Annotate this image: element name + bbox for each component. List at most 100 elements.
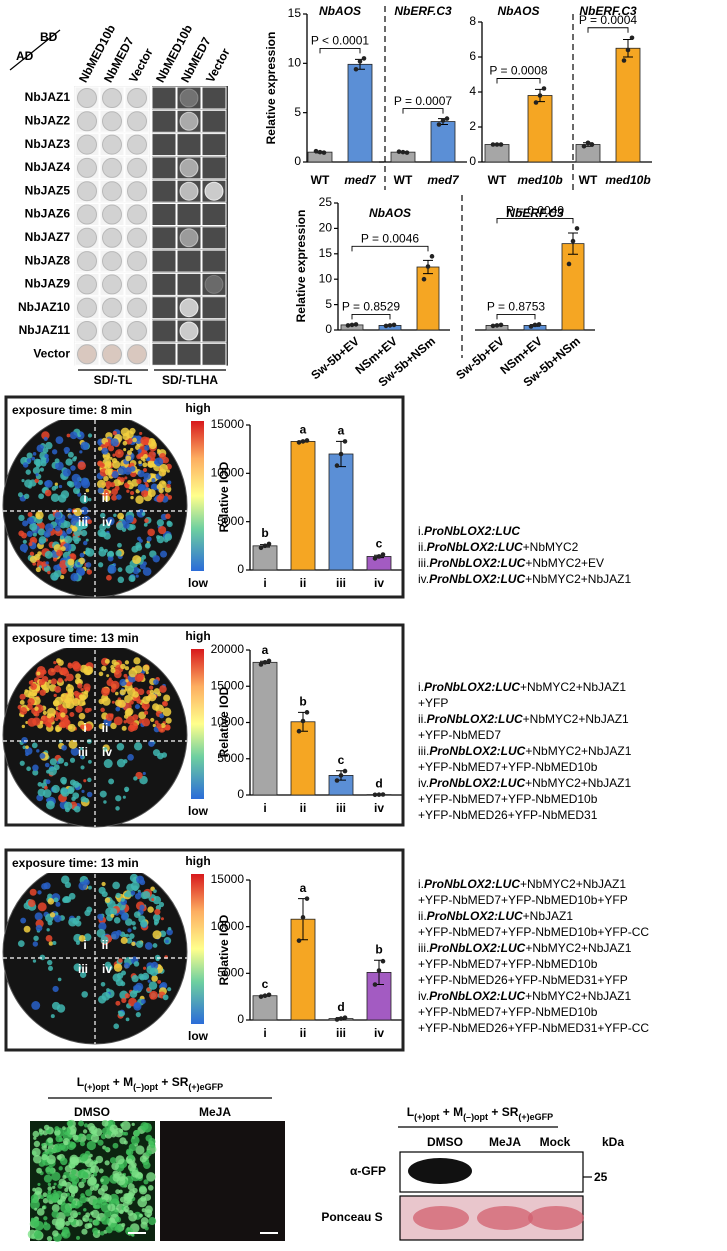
luminescence-spot bbox=[103, 475, 109, 482]
gfp-signal bbox=[104, 1160, 110, 1166]
plate-cell bbox=[151, 296, 177, 320]
bar bbox=[252, 661, 278, 796]
luminescence-spot bbox=[121, 997, 127, 1003]
luminescence-spot bbox=[145, 542, 151, 548]
data-point bbox=[296, 938, 302, 943]
luminescence-spot bbox=[44, 479, 53, 488]
luminescence-spot bbox=[127, 928, 132, 933]
luminescence-spot bbox=[37, 890, 42, 895]
luminescence-spot bbox=[144, 445, 150, 451]
row-label: NbJAZ4 bbox=[25, 160, 71, 174]
gfp-signal bbox=[148, 1217, 157, 1226]
luminescence-spot bbox=[48, 941, 54, 946]
y-tick-label: 10 bbox=[288, 56, 302, 70]
data-point bbox=[376, 968, 382, 973]
gfp-signal bbox=[85, 1189, 93, 1197]
luminescence-spot bbox=[115, 1000, 121, 1006]
significance-letter: b bbox=[375, 942, 382, 956]
gfp-signal bbox=[56, 1154, 62, 1160]
luminescence-spot bbox=[98, 562, 104, 568]
luminescence-spot bbox=[50, 493, 60, 502]
luminescence-spot bbox=[141, 490, 149, 498]
luminescence-spot bbox=[46, 722, 52, 728]
luminescence-spot bbox=[165, 493, 169, 497]
legend-text: +YFP-NbMED7+YFP-NbMED10b+YFP bbox=[418, 893, 628, 907]
data-point bbox=[338, 1016, 344, 1021]
luminescence-spot bbox=[55, 912, 59, 916]
luminescence-spot bbox=[158, 480, 167, 489]
data-point bbox=[629, 35, 635, 41]
data-point bbox=[574, 226, 580, 231]
row-label: NbJAZ10 bbox=[18, 300, 70, 314]
luminescence-spot bbox=[20, 917, 27, 924]
luminescence-spot bbox=[41, 715, 48, 721]
luminescence-spot bbox=[109, 907, 118, 916]
legend-construct: ProNbLOX2:LUC bbox=[429, 744, 525, 758]
colony bbox=[77, 227, 97, 248]
luminescence-spot bbox=[102, 458, 112, 467]
colony bbox=[127, 204, 147, 225]
luminescence-spot bbox=[124, 476, 128, 480]
luminescence-spot bbox=[130, 490, 135, 496]
luminescence-spot bbox=[166, 483, 171, 488]
legend-text: +YFP-NbMED7+YFP-NbMED10b bbox=[418, 1005, 598, 1019]
colony bbox=[127, 88, 147, 108]
gfp-signal bbox=[84, 1223, 91, 1230]
data-point bbox=[570, 238, 576, 244]
plate-cell bbox=[201, 133, 227, 157]
luminescence-spot bbox=[100, 512, 106, 519]
gfp-signal bbox=[34, 1220, 44, 1231]
x-tick-label: WT bbox=[488, 173, 507, 187]
luminescence-spot bbox=[44, 762, 50, 768]
luminescence-spot bbox=[26, 766, 31, 772]
luminescence-spot bbox=[118, 958, 123, 963]
gfp-signal bbox=[138, 1186, 148, 1195]
data-point bbox=[262, 543, 268, 549]
legend-line: iv.ProNbLOX2:LUC+NbMYC2+NbJAZ1 bbox=[418, 572, 631, 586]
luminescence-spot bbox=[129, 990, 138, 998]
colony bbox=[127, 321, 147, 341]
luminescence-spot bbox=[109, 456, 113, 460]
title-part: + M bbox=[109, 1075, 133, 1089]
gfp-signal bbox=[87, 1177, 97, 1187]
gfp-signal bbox=[116, 1176, 126, 1186]
gfp-signal bbox=[31, 1147, 41, 1157]
marker-label: 25 bbox=[594, 1170, 608, 1184]
x-tick-label: iv bbox=[374, 1026, 384, 1040]
luminescence-spot bbox=[51, 449, 58, 455]
medium-label: SD/-TL bbox=[94, 373, 133, 387]
luminescence-spot bbox=[128, 933, 135, 939]
luminescence-spot bbox=[35, 566, 41, 573]
data-point bbox=[490, 142, 496, 147]
error-bar bbox=[568, 232, 578, 255]
luminescence-spot bbox=[116, 929, 122, 936]
luminescence-spot bbox=[33, 692, 37, 697]
gfp-signal bbox=[90, 1129, 97, 1135]
luminescence-spot bbox=[72, 780, 80, 788]
colony bbox=[77, 251, 97, 272]
luminescence-spot bbox=[25, 745, 29, 749]
y-tick-label: 5000 bbox=[217, 751, 244, 765]
significance-letter: a bbox=[300, 881, 307, 895]
luminescence-spot bbox=[120, 516, 124, 520]
luminescence-spot bbox=[54, 685, 62, 693]
luminescence-spot bbox=[18, 514, 25, 522]
legend-number: iii. bbox=[418, 556, 429, 570]
data-point bbox=[313, 148, 319, 154]
data-point bbox=[429, 254, 435, 259]
luminescence-spot bbox=[75, 673, 81, 680]
luminescence-spot bbox=[106, 574, 112, 581]
data-point bbox=[342, 439, 348, 444]
luminescence-spot bbox=[85, 548, 95, 557]
luminescence-spot bbox=[45, 779, 51, 785]
gfp-image bbox=[160, 1121, 285, 1241]
gfp-signal bbox=[55, 1221, 65, 1231]
luminescence-spot bbox=[147, 906, 154, 913]
luminescence-spot bbox=[125, 1017, 130, 1022]
luminescence-spot bbox=[122, 795, 126, 799]
luminescence-spot bbox=[132, 437, 137, 443]
luminescence-spot bbox=[55, 726, 61, 733]
luminescence-spot bbox=[50, 678, 57, 685]
luminescence-spot bbox=[143, 522, 148, 527]
colony bbox=[77, 134, 97, 155]
